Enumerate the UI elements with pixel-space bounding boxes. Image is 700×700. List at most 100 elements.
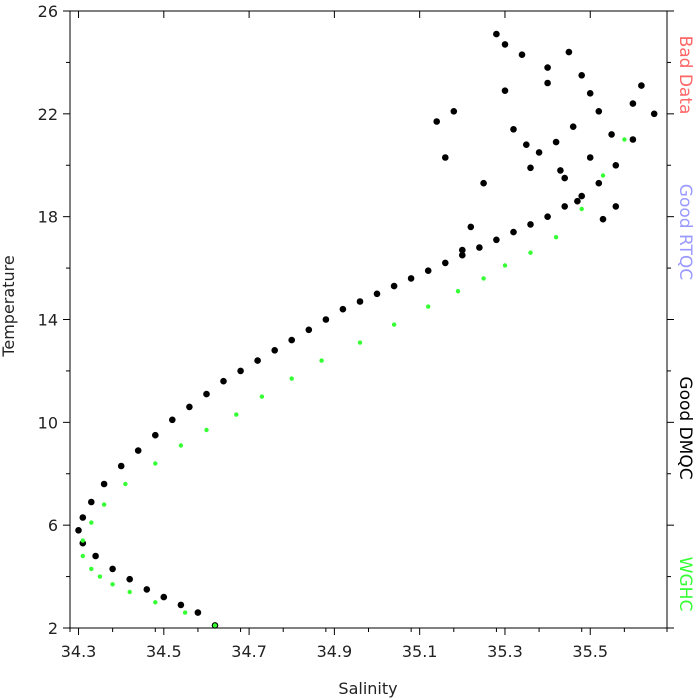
data-point-good-dmqc bbox=[493, 30, 500, 38]
data-point-good-dmqc bbox=[203, 390, 210, 398]
data-point-good-dmqc bbox=[595, 108, 603, 115]
x-tick-label: 34.3 bbox=[61, 642, 97, 661]
data-point-good-dmqc bbox=[612, 162, 620, 169]
data-point-good-dmqc bbox=[544, 213, 551, 220]
data-point-wghc bbox=[426, 304, 431, 309]
data-point-good-dmqc bbox=[561, 174, 568, 182]
data-point-wghc bbox=[123, 481, 128, 487]
data-point-wghc bbox=[289, 376, 294, 381]
y-axis-title: Temperature bbox=[0, 255, 18, 357]
data-point-good-dmqc bbox=[510, 126, 517, 133]
data-point-good-dmqc bbox=[574, 197, 581, 205]
data-point-good-dmqc bbox=[501, 41, 509, 48]
data-point-good-dmqc bbox=[629, 100, 637, 107]
data-point-wghc bbox=[80, 538, 86, 543]
data-point-good-dmqc bbox=[578, 192, 585, 200]
data-points bbox=[75, 30, 658, 629]
y-tick-label: 22 bbox=[38, 105, 58, 124]
data-point-wghc bbox=[234, 412, 239, 417]
data-point-good-dmqc bbox=[390, 282, 398, 290]
data-point-good-dmqc bbox=[638, 82, 645, 89]
data-point-good-dmqc bbox=[629, 136, 637, 143]
legend: Bad Data Good RTQC Good DMQC WGHC bbox=[675, 36, 695, 612]
data-point-wghc bbox=[259, 394, 265, 399]
data-point-good-dmqc bbox=[433, 118, 441, 125]
y-tick-label: 14 bbox=[38, 311, 58, 330]
data-point-good-dmqc bbox=[126, 575, 133, 583]
data-point-good-dmqc bbox=[501, 87, 509, 94]
data-point-wghc bbox=[212, 623, 218, 628]
data-point-wghc bbox=[110, 582, 115, 587]
data-point-good-dmqc bbox=[237, 367, 244, 375]
data-point-good-dmqc bbox=[480, 179, 487, 187]
data-point-wghc bbox=[182, 610, 188, 615]
data-point-good-dmqc bbox=[569, 123, 577, 130]
data-point-good-dmqc bbox=[305, 326, 313, 334]
data-point-good-dmqc bbox=[459, 251, 466, 259]
data-point-good-dmqc bbox=[177, 601, 185, 609]
data-point-good-dmqc bbox=[612, 203, 620, 210]
data-point-wghc bbox=[319, 358, 324, 363]
data-point-good-dmqc bbox=[288, 336, 296, 344]
y-tick-label: 18 bbox=[38, 208, 58, 227]
data-point-wghc bbox=[153, 600, 158, 605]
data-point-good-dmqc bbox=[476, 244, 483, 251]
data-point-good-dmqc bbox=[578, 72, 585, 79]
data-point-good-dmqc bbox=[88, 498, 95, 506]
data-point-good-dmqc bbox=[160, 593, 168, 601]
data-point-wghc bbox=[89, 520, 94, 525]
data-point-good-dmqc bbox=[586, 154, 594, 161]
x-tick-label: 35.1 bbox=[402, 642, 438, 661]
data-point-good-dmqc bbox=[194, 609, 202, 616]
data-point-good-dmqc bbox=[518, 51, 526, 58]
data-point-good-dmqc bbox=[608, 131, 615, 138]
legend-item-wghc: WGHC bbox=[675, 557, 695, 612]
data-point-good-dmqc bbox=[442, 154, 449, 161]
data-point-wghc bbox=[579, 206, 584, 212]
data-point-good-dmqc bbox=[220, 377, 227, 385]
data-point-good-dmqc bbox=[143, 586, 151, 593]
data-point-good-dmqc bbox=[535, 149, 543, 156]
data-point-good-dmqc bbox=[523, 141, 530, 148]
x-tick-label: 34.5 bbox=[146, 642, 182, 661]
y-tick-label: 2 bbox=[48, 619, 58, 638]
data-point-good-dmqc bbox=[544, 64, 551, 71]
data-point-wghc bbox=[204, 427, 209, 433]
data-point-good-dmqc bbox=[254, 357, 261, 364]
data-point-good-dmqc bbox=[557, 167, 564, 174]
data-point-good-dmqc bbox=[92, 552, 99, 560]
data-point-good-dmqc bbox=[527, 164, 534, 172]
x-axis-title: Salinity bbox=[338, 679, 397, 698]
data-point-good-dmqc bbox=[169, 416, 176, 424]
data-point-good-dmqc bbox=[322, 316, 330, 323]
plot-frame bbox=[69, 10, 668, 629]
data-point-good-dmqc bbox=[271, 347, 279, 354]
data-point-good-dmqc bbox=[565, 48, 573, 56]
data-point-good-dmqc bbox=[356, 298, 364, 305]
data-point-wghc bbox=[357, 340, 363, 345]
data-point-good-dmqc bbox=[79, 514, 87, 521]
data-point-good-dmqc bbox=[117, 462, 125, 470]
data-point-good-dmqc bbox=[544, 79, 551, 87]
data-point-wghc bbox=[101, 502, 107, 507]
data-point-wghc bbox=[455, 289, 461, 294]
data-point-wghc bbox=[391, 322, 397, 327]
x-axis: 34.3 34.5 34.7 34.9 35.1 35.3 35.5 bbox=[61, 11, 668, 661]
data-point-good-dmqc bbox=[134, 447, 142, 454]
x-tick-label: 34.9 bbox=[317, 642, 353, 661]
data-point-wghc bbox=[502, 263, 508, 268]
data-point-wghc bbox=[178, 443, 184, 448]
legend-item-bad-data: Bad Data bbox=[675, 36, 695, 115]
data-point-good-dmqc bbox=[442, 259, 449, 267]
data-point-good-dmqc bbox=[650, 110, 658, 118]
data-point-good-dmqc bbox=[75, 527, 82, 534]
y-tick-label: 6 bbox=[48, 516, 58, 535]
data-point-good-dmqc bbox=[595, 179, 603, 187]
data-point-wghc bbox=[97, 574, 103, 579]
data-point-wghc bbox=[600, 173, 606, 178]
legend-item-good-dmqc: Good DMQC bbox=[675, 376, 695, 479]
data-point-good-dmqc bbox=[152, 431, 159, 439]
data-point-good-dmqc bbox=[599, 215, 607, 223]
data-point-good-dmqc bbox=[100, 480, 108, 488]
